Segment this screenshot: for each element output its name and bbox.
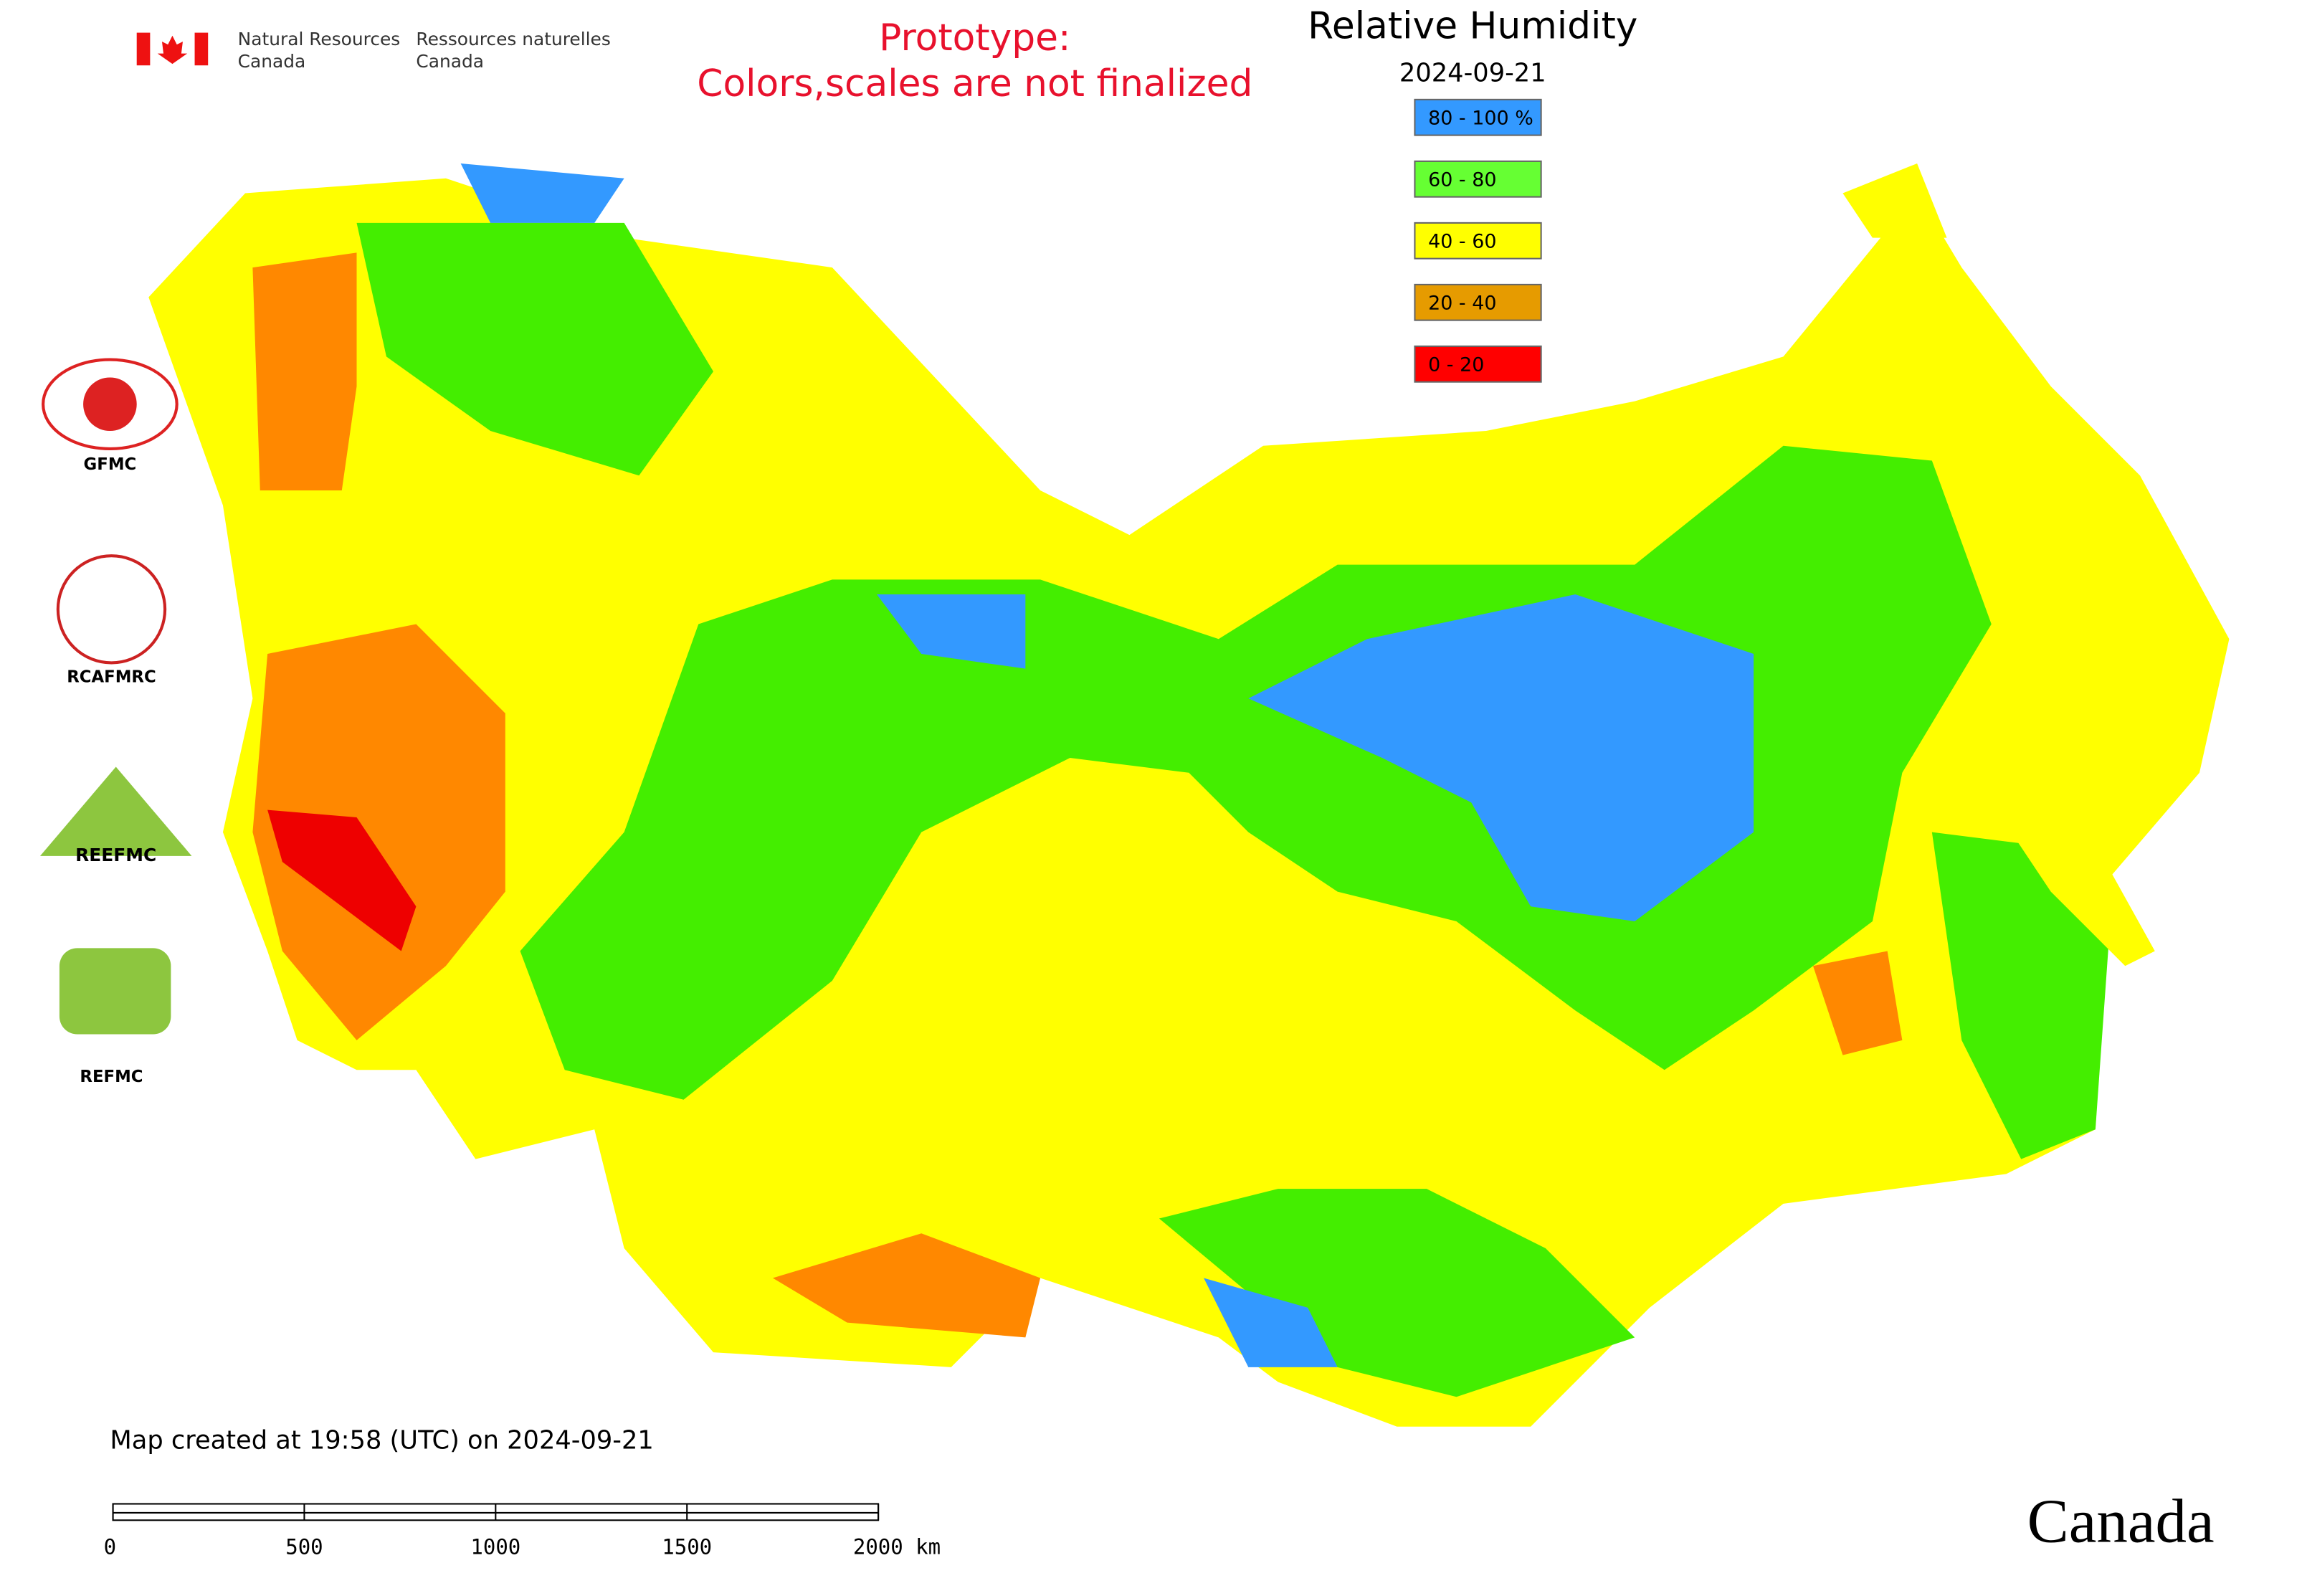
legend-label: 80 - 100 % <box>1428 107 1533 129</box>
legend-label: 40 - 60 <box>1428 230 1496 252</box>
scale-bar: 0 500 1000 1500 2000 km <box>104 1503 941 1559</box>
scale-label: 500 <box>285 1535 323 1559</box>
legend-swatch <box>1414 345 1542 383</box>
agency-en: Natural Resources <box>238 29 401 49</box>
notice: Prototype: <box>879 16 1070 60</box>
map-date: 2024-09-21 <box>1399 59 1546 88</box>
footer-note: Map created at 19:58 (UTC) on 2024-09-21 <box>110 1425 653 1455</box>
center-label: RCAFMRC <box>67 668 156 687</box>
legend-swatch <box>1414 283 1542 321</box>
legend-swatch <box>1414 222 1542 260</box>
center-label: REEFMC <box>75 845 156 865</box>
center-logos: GFMC RCAFMRC REEFMC REFMC <box>39 358 192 1086</box>
wordmark: Canada <box>2027 1486 2215 1556</box>
map-area <box>148 163 2230 1427</box>
legend-swatch <box>1414 160 1542 198</box>
scale-label: 0 <box>104 1535 116 1559</box>
legend-swatch <box>1414 98 1542 136</box>
legend: 80 - 100 % 60 - 80 40 - 60 20 - 40 0 - 20 <box>1414 98 1542 383</box>
scale-label: 1500 <box>662 1535 712 1559</box>
legend-label: 20 - 40 <box>1428 292 1496 314</box>
canada-flag <box>136 32 209 66</box>
center-label: REFMC <box>80 1068 143 1086</box>
scale-label: 2000 km <box>853 1535 941 1559</box>
notice: Colors,scales are not finalized <box>697 62 1252 105</box>
legend-label: 60 - 80 <box>1428 168 1496 191</box>
center-label: GFMC <box>84 455 137 474</box>
map-title: Relative Humidity <box>1308 4 1637 47</box>
scale-label: 1000 <box>470 1535 520 1559</box>
agency-en: Canada <box>238 51 306 72</box>
agency-fr: Canada <box>416 51 484 72</box>
agency-fr: Ressources naturelles <box>416 29 610 49</box>
legend-label: 0 - 20 <box>1428 353 1484 376</box>
